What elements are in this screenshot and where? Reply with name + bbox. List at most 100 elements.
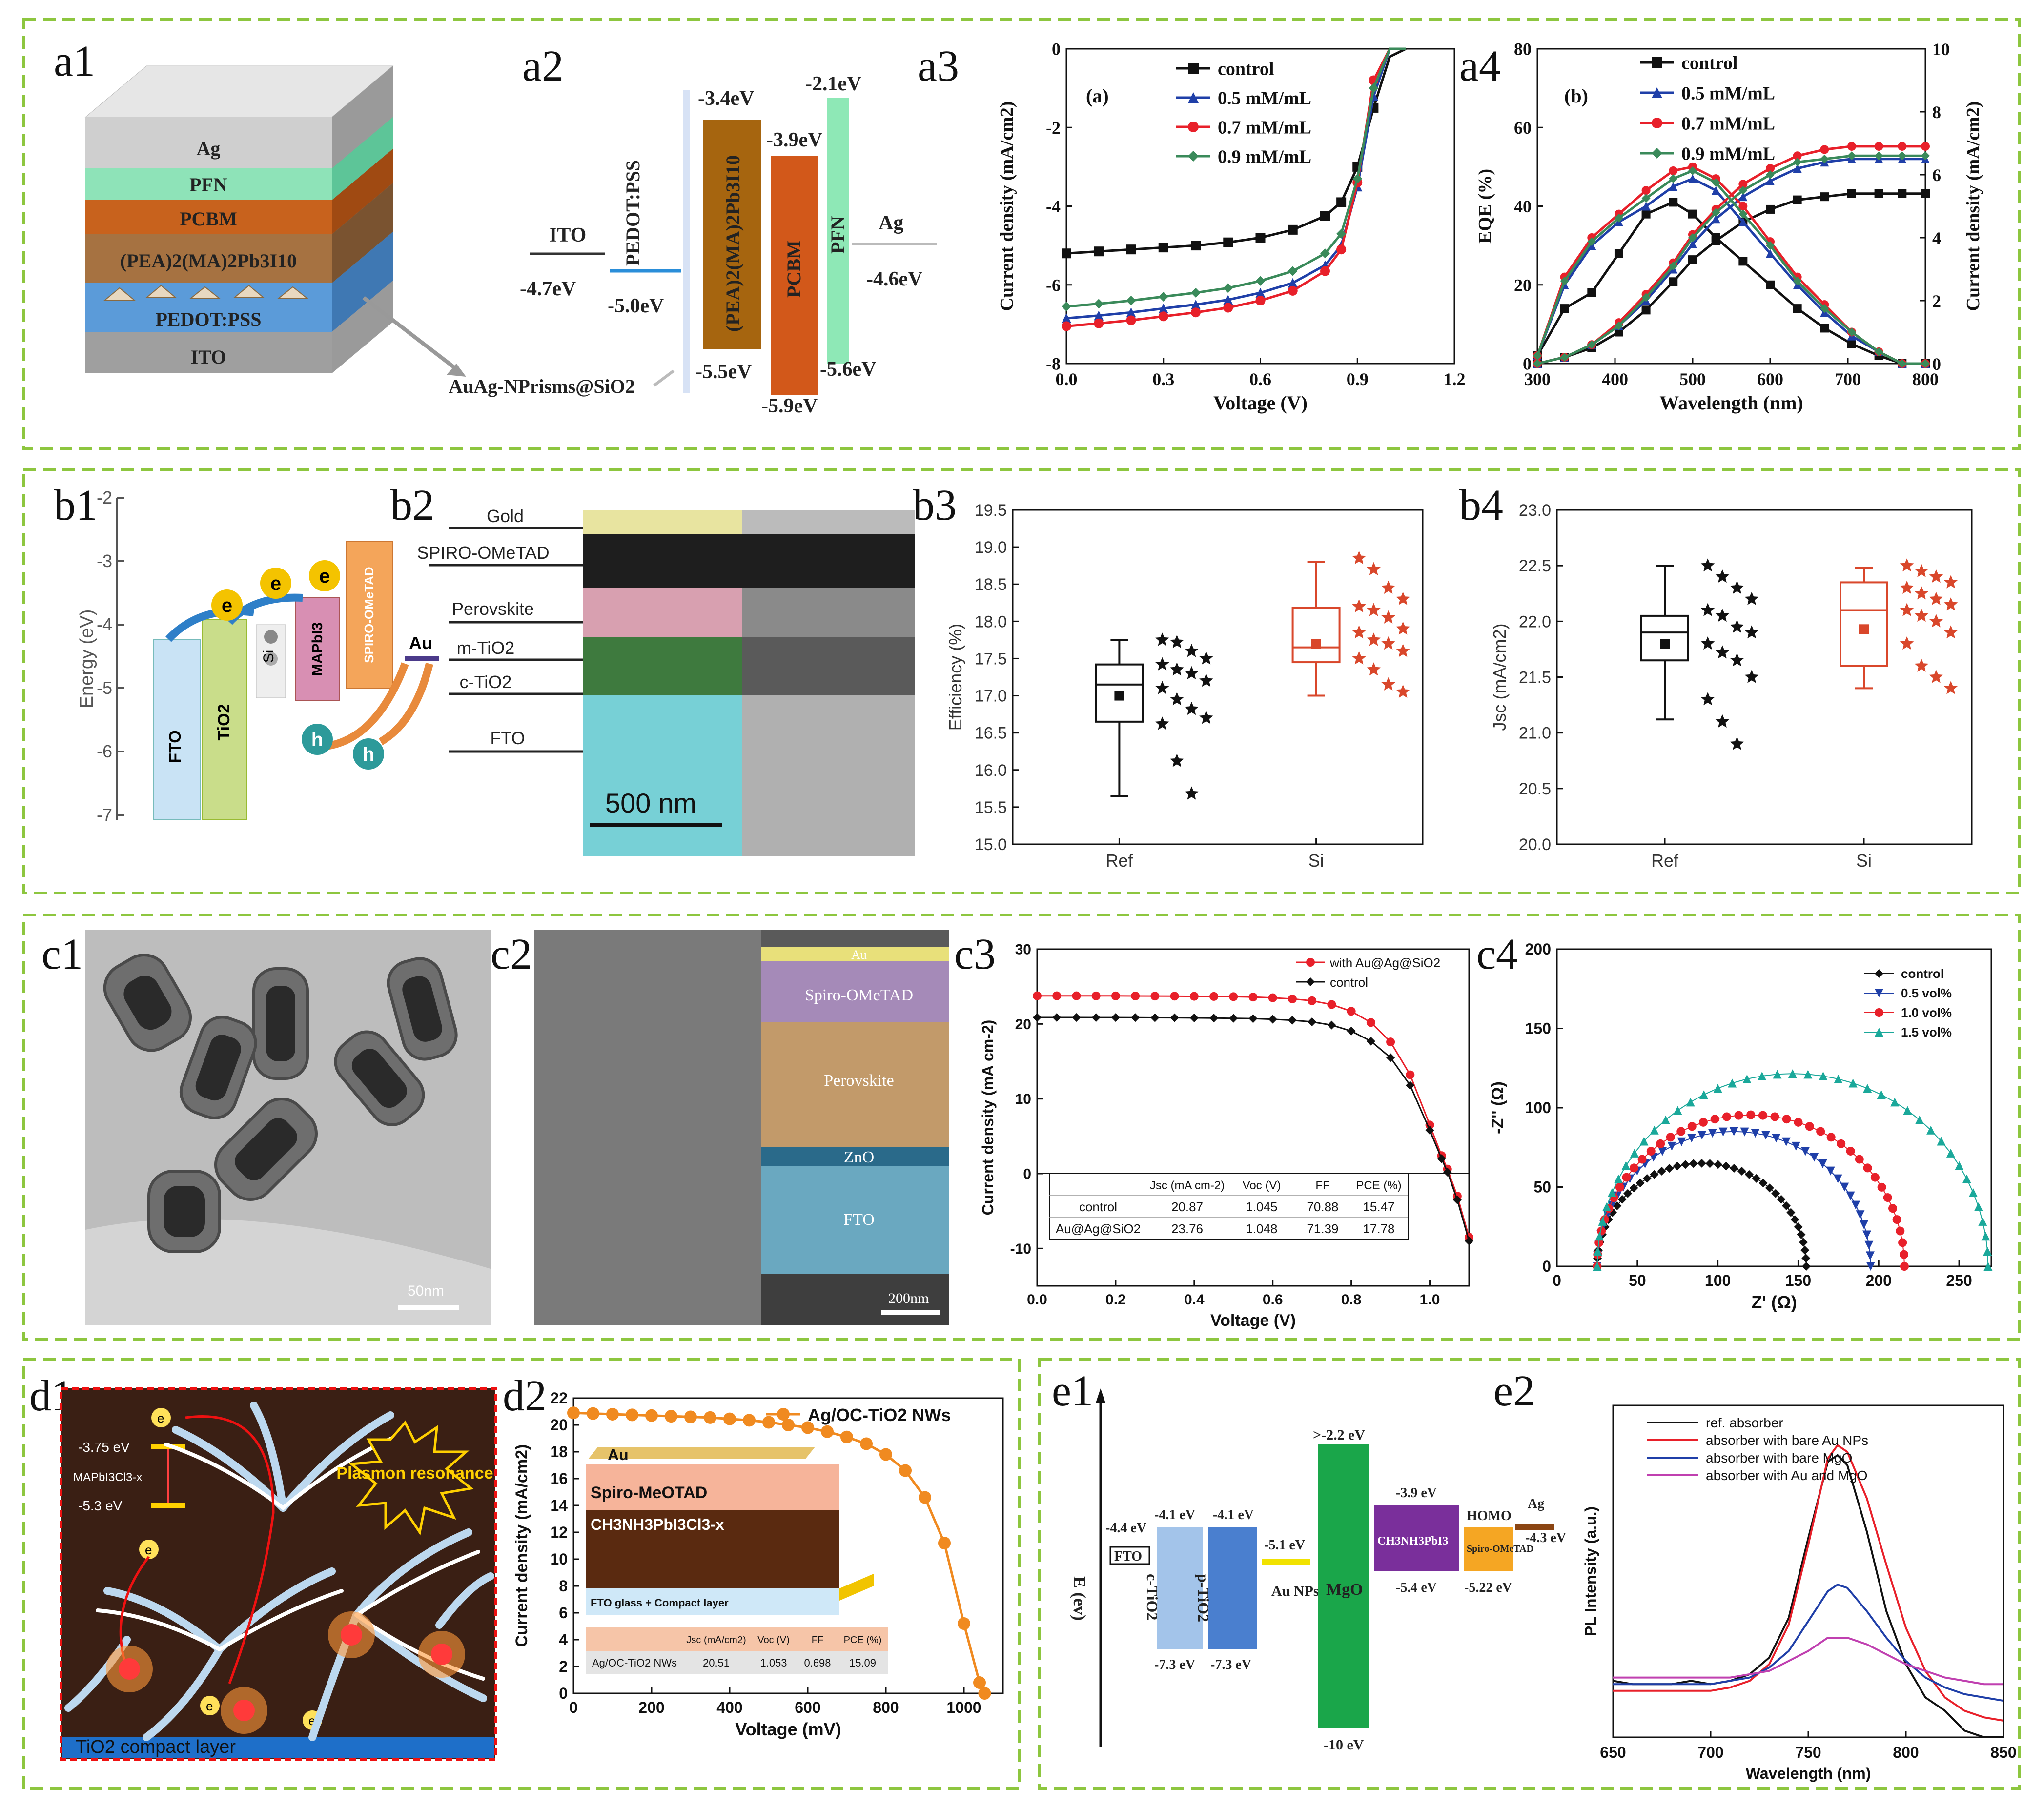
data-point bbox=[1191, 241, 1201, 251]
data-point bbox=[1744, 625, 1759, 639]
data-point bbox=[1793, 151, 1802, 161]
data-point bbox=[1761, 1131, 1771, 1140]
data-point bbox=[1746, 1110, 1756, 1119]
data-point bbox=[1730, 580, 1744, 594]
table-cell: 70.88 bbox=[1307, 1199, 1338, 1214]
inset-layer bbox=[839, 1574, 874, 1601]
label-c3: c3 bbox=[954, 930, 996, 978]
svg-text:-3.9 eV: -3.9 eV bbox=[1396, 1485, 1437, 1501]
data-point bbox=[821, 1425, 834, 1438]
y-axis-label: Efficiency (%) bbox=[945, 624, 965, 731]
svg-text:e: e bbox=[157, 1411, 164, 1425]
data-point bbox=[1738, 209, 1748, 219]
data-point bbox=[1336, 197, 1347, 207]
data-point bbox=[1877, 1090, 1886, 1099]
data-point bbox=[1188, 151, 1199, 162]
data-point bbox=[1818, 1159, 1827, 1168]
plot-frame bbox=[572, 1397, 1004, 1694]
data-point bbox=[1758, 1179, 1768, 1188]
table-cell: Ag/OC-TiO2 NWs bbox=[592, 1657, 677, 1669]
svg-text:Perovskite: Perovskite bbox=[452, 599, 534, 619]
x-tick-label: 800 bbox=[1893, 1744, 1919, 1761]
data-point bbox=[1898, 189, 1907, 198]
mean-marker bbox=[1311, 639, 1321, 649]
data-point bbox=[743, 1414, 756, 1427]
chart-e2: 650 700 750 800 850 Wavelength (nm) PL Intensi… bbox=[1582, 1404, 2017, 1782]
data-point bbox=[1715, 608, 1730, 622]
legend-label: 0.7 mM/mL bbox=[1681, 113, 1775, 134]
data-point bbox=[1652, 118, 1662, 128]
svg-text:Au: Au bbox=[851, 948, 867, 962]
inset-label: CH3NH3PbI3Cl3-x bbox=[591, 1516, 724, 1533]
data-point bbox=[1688, 255, 1697, 264]
label-e1: e1 bbox=[1052, 1367, 1093, 1415]
data-point bbox=[1738, 180, 1748, 189]
y-tick-label: 10 bbox=[550, 1550, 568, 1568]
x-tick-label: 500 bbox=[1679, 369, 1706, 389]
data-point bbox=[1681, 1160, 1690, 1169]
data-point bbox=[1962, 1174, 1971, 1183]
data-point bbox=[1669, 166, 1678, 175]
data-point bbox=[1621, 1161, 1631, 1170]
data-point bbox=[1820, 154, 1829, 163]
data-point bbox=[1826, 1166, 1835, 1176]
data-point bbox=[1352, 550, 1366, 565]
svg-text:Au: Au bbox=[409, 633, 432, 653]
data-point bbox=[665, 1410, 677, 1423]
data-point bbox=[1587, 288, 1596, 297]
svg-text:-4.6eV: -4.6eV bbox=[866, 268, 922, 290]
data-point bbox=[1773, 1070, 1782, 1079]
legend-label: 0.5 mM/mL bbox=[1681, 83, 1775, 103]
data-point bbox=[1788, 1069, 1797, 1078]
data-point bbox=[1320, 211, 1330, 221]
data-point bbox=[1738, 192, 1748, 202]
y-tick-label: 19.5 bbox=[975, 501, 1007, 520]
svg-text:-3.9eV: -3.9eV bbox=[766, 129, 822, 151]
svg-text:-5.6eV: -5.6eV bbox=[820, 358, 876, 381]
svg-text:E (ev): E (ev) bbox=[1070, 1576, 1089, 1621]
chart-b4: 20.0 20.5 21.0 21.5 22.0 22.5 23.0 Jsc (mA/cm2)… bbox=[1490, 501, 1973, 871]
data-point bbox=[1711, 236, 1720, 245]
svg-text:-4.1 eV: -4.1 eV bbox=[1213, 1507, 1254, 1523]
svg-text:e: e bbox=[319, 566, 330, 587]
svg-text:SPIRO-OMeTAD: SPIRO-OMeTAD bbox=[362, 567, 376, 663]
data-point bbox=[1396, 591, 1410, 605]
data-point bbox=[1874, 151, 1883, 161]
legend-label: control bbox=[1330, 975, 1368, 990]
data-point bbox=[1898, 359, 1907, 368]
x-tick-label: 600 bbox=[795, 1699, 820, 1716]
data-point bbox=[1189, 992, 1199, 1001]
y-tick-label: 14 bbox=[550, 1497, 568, 1514]
data-point bbox=[1883, 1193, 1892, 1202]
data-point bbox=[1268, 993, 1277, 1002]
y-tick-label: -10 bbox=[1010, 1241, 1031, 1257]
data-point bbox=[1593, 1262, 1602, 1271]
data-point bbox=[1766, 280, 1775, 289]
y-tick-label: 20.0 bbox=[1519, 835, 1551, 854]
table-cell: 20.51 bbox=[703, 1657, 730, 1669]
data-point bbox=[1711, 186, 1720, 195]
data-point bbox=[1396, 644, 1410, 657]
data-point bbox=[1863, 1084, 1872, 1093]
svg-text:-2.1eV: -2.1eV bbox=[805, 73, 861, 95]
data-point bbox=[1943, 681, 1958, 694]
data-point bbox=[1801, 1254, 1811, 1263]
data-point bbox=[1306, 958, 1315, 967]
x-tick-label: 0.6 bbox=[1249, 369, 1271, 389]
data-point bbox=[1847, 339, 1856, 348]
svg-text:-4.1 eV: -4.1 eV bbox=[1154, 1507, 1195, 1523]
data-point bbox=[1915, 1115, 1924, 1124]
data-point bbox=[1111, 1013, 1120, 1022]
data-point bbox=[1033, 1013, 1042, 1022]
data-point bbox=[1452, 1195, 1462, 1204]
data-point bbox=[1900, 636, 1914, 650]
series-line bbox=[1536, 201, 1925, 365]
y-tick-label: 100 bbox=[1525, 1099, 1551, 1117]
data-point bbox=[777, 1408, 790, 1421]
data-point bbox=[1642, 1174, 1652, 1183]
data-point bbox=[1686, 1098, 1695, 1107]
panel-a-border bbox=[22, 18, 2021, 450]
x-tick-label: 400 bbox=[716, 1699, 742, 1716]
data-point bbox=[1623, 1189, 1633, 1198]
data-point bbox=[1943, 625, 1958, 639]
